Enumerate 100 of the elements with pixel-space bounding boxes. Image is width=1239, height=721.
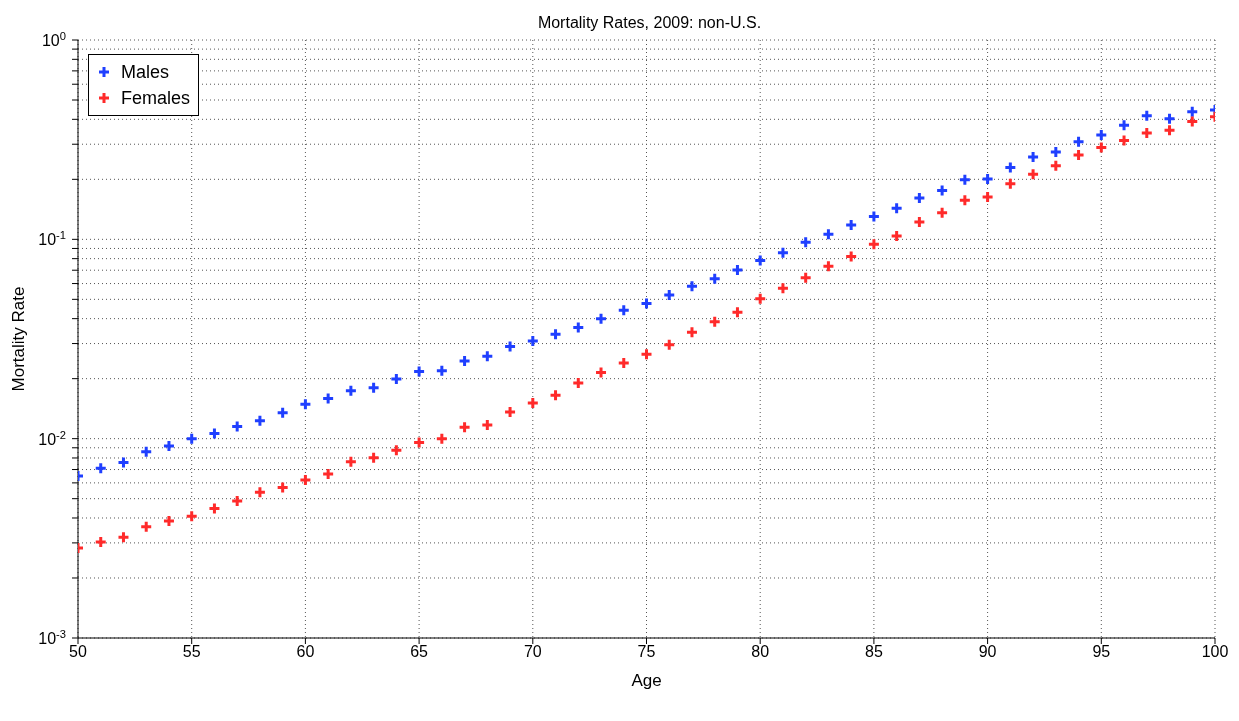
point	[253, 414, 267, 428]
point	[162, 514, 176, 528]
point	[1140, 109, 1154, 123]
y-tick-label: 10$^{-2}$	[38, 428, 66, 448]
point	[912, 191, 926, 205]
point	[1185, 105, 1199, 119]
point	[207, 427, 221, 441]
point	[1026, 150, 1040, 164]
point	[458, 354, 472, 368]
point	[276, 480, 290, 494]
point	[1072, 148, 1086, 162]
point	[116, 530, 130, 544]
point	[94, 461, 108, 475]
point	[549, 327, 563, 341]
point	[503, 405, 517, 419]
point	[799, 271, 813, 285]
point	[708, 315, 722, 329]
y-tick-label: 10$^{0}$	[41, 30, 66, 49]
point	[298, 473, 312, 487]
point	[890, 201, 904, 215]
point	[594, 312, 608, 326]
point	[685, 325, 699, 339]
point	[412, 365, 426, 379]
x-tick-label: 70	[523, 643, 542, 661]
legend-label: Females	[121, 87, 191, 110]
point	[139, 520, 153, 534]
point	[776, 246, 790, 260]
point	[662, 338, 676, 352]
point	[185, 432, 199, 446]
point	[571, 376, 585, 390]
point	[617, 303, 631, 317]
point	[821, 259, 835, 273]
legend-label: Males	[121, 61, 170, 84]
point	[958, 173, 972, 187]
x-tick-label: 90	[978, 643, 997, 661]
point	[503, 340, 517, 353]
point	[935, 183, 949, 197]
point	[753, 292, 767, 306]
point	[662, 288, 676, 302]
point	[230, 420, 244, 434]
x-tick-label: 80	[751, 643, 770, 661]
point	[981, 172, 995, 186]
point	[594, 365, 608, 379]
point	[958, 193, 972, 207]
point	[776, 281, 790, 295]
point	[94, 535, 108, 549]
x-tick-label: 65	[410, 643, 429, 661]
point	[935, 206, 949, 220]
point	[162, 439, 176, 453]
point	[389, 372, 403, 386]
point	[867, 210, 881, 224]
point	[1163, 123, 1177, 137]
point	[730, 305, 744, 319]
point	[549, 388, 563, 402]
point	[708, 272, 722, 286]
x-tick-label: 60	[296, 643, 315, 661]
point	[867, 237, 881, 251]
point	[276, 406, 290, 420]
point	[912, 215, 926, 229]
point	[1140, 126, 1154, 140]
point	[185, 509, 199, 523]
point	[799, 235, 813, 249]
point	[1072, 135, 1086, 149]
point	[821, 227, 835, 241]
point	[1003, 161, 1017, 175]
point	[1163, 112, 1177, 126]
point	[526, 396, 540, 410]
point	[1094, 128, 1108, 142]
point	[389, 443, 403, 457]
point	[207, 502, 221, 516]
point	[367, 451, 381, 465]
point	[480, 349, 494, 363]
point	[753, 253, 767, 267]
x-tick-label: 100	[1201, 643, 1229, 661]
point	[640, 297, 653, 311]
point	[230, 494, 244, 508]
point	[298, 397, 312, 411]
point	[526, 334, 540, 348]
x-tick-label: 50	[69, 643, 87, 661]
point	[1185, 115, 1199, 129]
x-tick-label: 95	[1092, 643, 1111, 661]
point	[571, 321, 585, 335]
point	[844, 218, 858, 232]
point	[1026, 167, 1040, 181]
point	[1117, 134, 1131, 148]
point	[253, 485, 267, 499]
point	[480, 418, 494, 432]
x-tick-label: 75	[637, 643, 656, 661]
point	[321, 467, 335, 481]
point	[412, 435, 426, 449]
point	[1003, 177, 1017, 191]
y-tick-label: 10$^{-1}$	[38, 229, 66, 249]
point	[730, 263, 744, 277]
point	[981, 190, 995, 204]
point	[321, 392, 335, 406]
y-axis-title: Mortality Rate	[9, 286, 29, 392]
point	[1049, 145, 1063, 159]
point	[1049, 159, 1063, 173]
point	[890, 229, 904, 243]
point	[1117, 118, 1131, 132]
